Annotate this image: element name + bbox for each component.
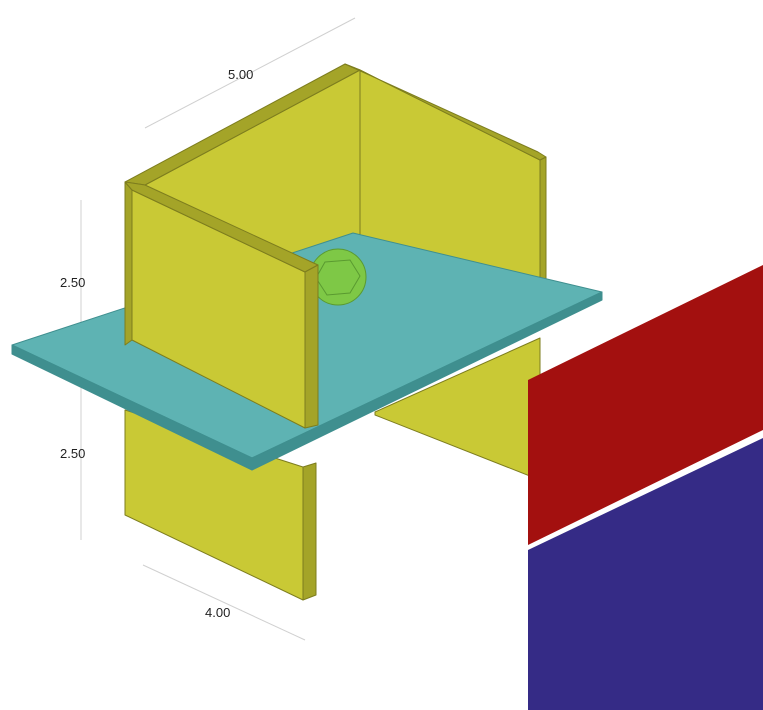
lower-left-wall-side xyxy=(302,462,317,601)
floor-right-edge xyxy=(251,291,603,471)
upper-height-dimension-label: 2.50 xyxy=(60,275,85,290)
width-dimension-line xyxy=(144,17,356,129)
width-dimension-label: 5.00 xyxy=(228,67,253,82)
depth-dimension-line xyxy=(142,564,306,641)
upper-left-wall-side xyxy=(124,181,133,346)
bottom-panel xyxy=(528,438,763,710)
upper-left-wall-edge xyxy=(304,264,319,429)
lower-height-dimension-label: 2.50 xyxy=(60,446,85,461)
upper-left-wall xyxy=(124,181,319,429)
depth-dimension-label: 4.00 xyxy=(205,605,230,620)
panels xyxy=(528,265,763,710)
right-wall-top xyxy=(344,63,547,161)
top-panel xyxy=(528,265,763,545)
